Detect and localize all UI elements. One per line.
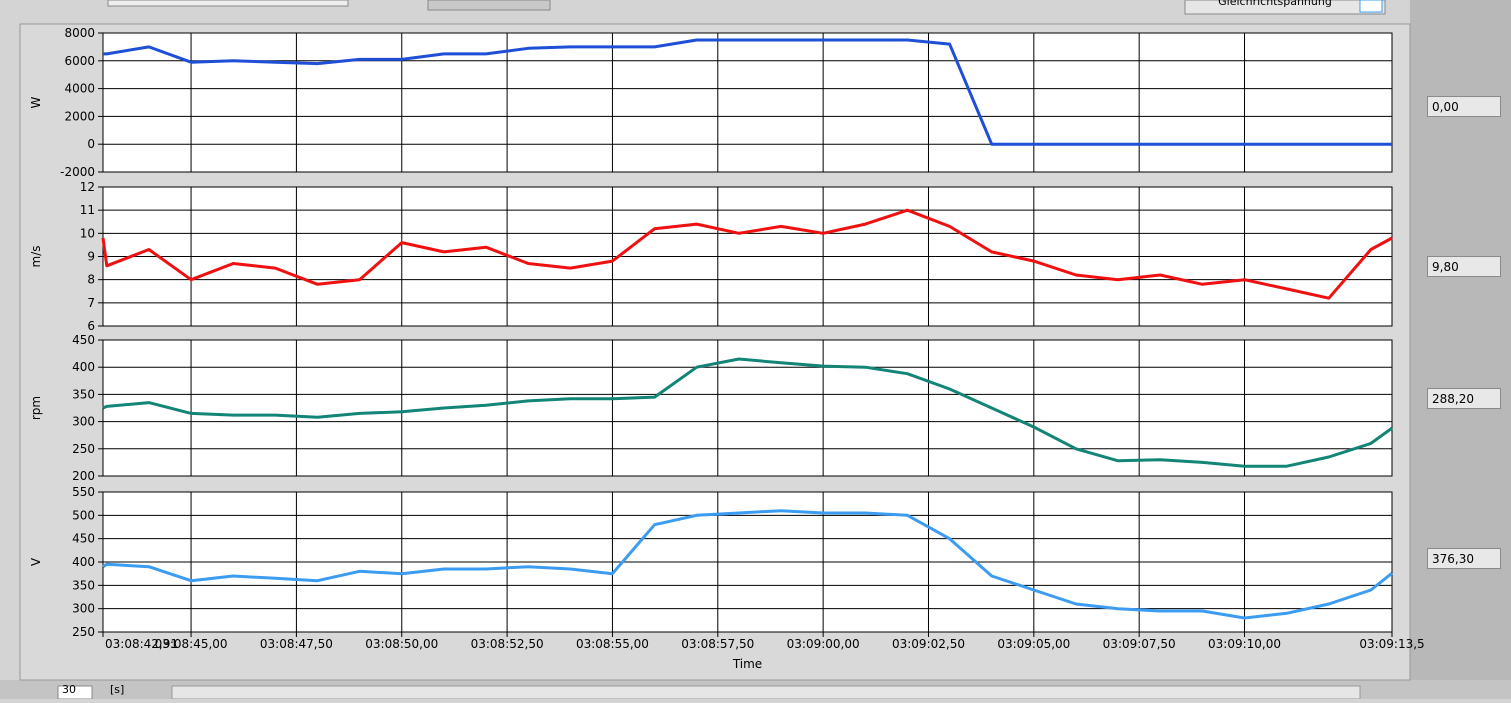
y-tick-label: 400	[72, 555, 95, 569]
y-tick-label: 0	[87, 137, 95, 151]
indicator: 9,80	[1427, 256, 1501, 277]
x-tick-label: 03:08:45,00	[155, 637, 228, 651]
history-length: 30	[62, 683, 76, 696]
x-axis-label: Time	[732, 657, 762, 671]
y-tick-label: 350	[72, 387, 95, 401]
y-tick-label: 9	[87, 250, 95, 264]
y-axis-label: rpm	[29, 396, 43, 420]
y-tick-label: 11	[80, 203, 95, 217]
x-tick-label: 03:09:02,50	[892, 637, 965, 651]
plot-area	[102, 339, 1393, 477]
x-tick-label: 03:08:57,50	[681, 637, 754, 651]
y-tick-label: 300	[72, 602, 95, 616]
y-tick-label: 500	[72, 508, 95, 522]
y-tick-label: 10	[80, 226, 95, 240]
y-tick-label: 200	[72, 469, 95, 483]
y-tick-label: 4000	[64, 82, 95, 96]
legend-swatch	[1359, 0, 1383, 13]
x-tick-label: 03:09:07,50	[1103, 637, 1176, 651]
y-tick-label: 250	[72, 442, 95, 456]
history-unit: [s]	[110, 683, 124, 696]
x-tick-label: 03:09:05,00	[997, 637, 1070, 651]
x-tick-label: 03:08:42,91	[105, 637, 178, 651]
y-axis-label: V	[29, 557, 43, 566]
y-tick-label: 550	[72, 485, 95, 499]
y-tick-label: 2000	[64, 109, 95, 123]
x-tick-label: 03:09:13,5	[1359, 637, 1424, 651]
y-tick-label: 400	[72, 360, 95, 374]
indicator: 0,00	[1427, 96, 1501, 117]
y-tick-label: 6	[87, 319, 95, 333]
legend-label: Gleichrichtspannung	[1218, 0, 1332, 8]
y-tick-label: 7	[87, 296, 95, 310]
data-line	[102, 509, 1393, 620]
y-tick-label: 300	[72, 415, 95, 429]
scrollbar[interactable]	[171, 685, 1361, 700]
top-control	[107, 0, 349, 7]
data-line	[102, 357, 1393, 468]
y-axis-label: W	[29, 96, 43, 108]
x-tick-label: 03:08:50,00	[365, 637, 438, 651]
y-tick-label: 12	[80, 180, 95, 194]
y-tick-label: -2000	[60, 165, 95, 179]
y-axis-label: m/s	[29, 246, 43, 268]
y-tick-label: 250	[72, 625, 95, 639]
x-tick-label: 03:08:47,50	[260, 637, 333, 651]
y-tick-label: 450	[72, 333, 95, 347]
y-tick-label: 8000	[64, 26, 95, 40]
y-tick-label: 450	[72, 532, 95, 546]
data-line	[103, 38, 1392, 146]
x-tick-label: 03:09:00,00	[787, 637, 860, 651]
y-tick-label: 6000	[64, 54, 95, 68]
y-tick-label: 8	[87, 273, 95, 287]
legend-box	[1184, 0, 1386, 15]
x-tick-label: 03:08:55,00	[576, 637, 649, 651]
indicator: 288,20	[1427, 388, 1501, 409]
plot-area	[102, 32, 1393, 173]
y-tick-label: 350	[72, 578, 95, 592]
indicator: 376,30	[1427, 548, 1501, 569]
x-tick-label: 03:08:52,50	[471, 637, 544, 651]
toolbar	[427, 0, 551, 11]
data-line	[101, 208, 1393, 300]
x-tick-label: 03:09:10,00	[1208, 637, 1281, 651]
